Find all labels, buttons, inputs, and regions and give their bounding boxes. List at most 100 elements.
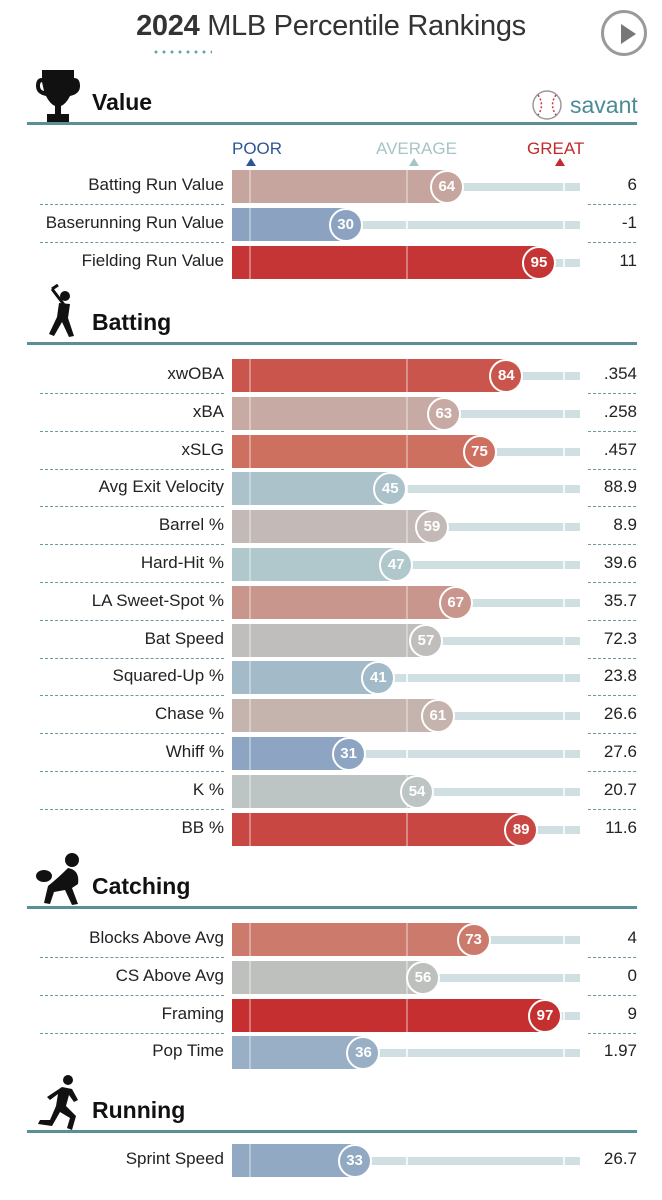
play-icon[interactable] <box>601 10 647 56</box>
percentile-badge: 63 <box>426 396 461 431</box>
metric-value: 72.3 <box>603 628 637 648</box>
track-tick <box>562 447 565 456</box>
metric-row[interactable]: Bat Speed 57 72.3 <box>0 623 662 659</box>
metric-value: 1.97 <box>603 1041 637 1061</box>
metric-row[interactable]: K % 54 20.7 <box>0 774 662 810</box>
bar-guide-line <box>249 1036 252 1070</box>
percentile-bar <box>232 1036 364 1070</box>
row-separator <box>588 957 636 958</box>
metric-row[interactable]: Hard-Hit % 47 39.6 <box>0 547 662 583</box>
metric-value: 8.9 <box>613 515 637 535</box>
track-tick <box>562 674 565 683</box>
section-title-catching: Catching <box>92 873 191 899</box>
title-text: MLB Percentile Rankings <box>207 10 526 42</box>
metric-value: 0 <box>627 965 637 985</box>
metric-value: 4 <box>627 928 637 947</box>
metric-label: Baserunning Run Value <box>45 212 224 232</box>
bar-guide-line <box>249 207 252 241</box>
metric-row[interactable]: Framing 97 9 <box>0 998 662 1034</box>
title-underline-dots <box>152 50 212 54</box>
section-header-batting: Batting <box>0 282 662 346</box>
metric-row[interactable]: Barrel % 59 8.9 <box>0 509 662 546</box>
row-separator <box>588 619 636 621</box>
percentile-bar <box>232 699 438 733</box>
metric-row[interactable]: Chase % 61 26.6 <box>0 698 662 735</box>
track-tick <box>562 523 565 532</box>
metric-value: 11.6 <box>605 817 637 837</box>
track-tick <box>562 1049 565 1058</box>
metric-row[interactable]: Sprint Speed 33 26.7 <box>0 1143 662 1179</box>
metric-value: 88.9 <box>603 477 637 497</box>
title-year: 2024 <box>136 10 200 42</box>
metric-label: Blocks Above Avg <box>89 928 224 947</box>
row-separator <box>40 544 224 546</box>
metric-row[interactable]: BB % 89 11.6 <box>0 812 662 848</box>
row-separator <box>588 430 636 432</box>
bar-guide-line <box>406 396 408 430</box>
track-tick <box>562 1011 565 1020</box>
savant-logo[interactable]: savant <box>530 88 640 122</box>
percentile-badge: 75 <box>462 434 497 469</box>
bar-guide-line <box>249 774 252 808</box>
metric-label: Barrel % <box>158 515 224 535</box>
metric-row[interactable]: CS Above Avg 56 0 <box>0 960 662 996</box>
metric-row[interactable]: Pop Time 36 1.97 <box>0 1035 662 1071</box>
section-title-running: Running <box>92 1097 186 1123</box>
metric-row[interactable]: LA Sweet-Spot % 67 35.7 <box>0 585 662 621</box>
scale-great-arrow <box>555 158 565 166</box>
row-separator <box>588 468 636 470</box>
bar-guide-line <box>249 245 252 279</box>
percentile-bar <box>232 207 346 241</box>
metric-value: 6 <box>627 175 637 194</box>
metric-row[interactable]: Blocks Above Avg 73 4 <box>0 922 662 958</box>
bar-guide-line <box>249 661 252 695</box>
track-tick <box>562 973 565 982</box>
metric-value: .258 <box>603 401 637 421</box>
bar-guide-line <box>406 623 408 657</box>
row-separator <box>588 771 636 772</box>
percentile-bar <box>232 434 480 468</box>
section-header-running: Running <box>0 1070 662 1134</box>
section-header-value: Value <box>0 62 662 126</box>
percentile-bar <box>232 170 447 203</box>
percentile-badge: 61 <box>420 699 455 734</box>
metric-label: xwOBA <box>167 364 224 383</box>
section-divider <box>27 342 637 345</box>
percentile-badge: 36 <box>346 1036 381 1071</box>
metric-row[interactable]: xBA 63 .258 <box>0 396 662 432</box>
bar-guide-line <box>406 510 408 544</box>
scale-average-label: AVERAGE <box>376 139 457 158</box>
section-title-batting: Batting <box>92 309 172 335</box>
row-separator <box>588 506 636 508</box>
percentile-badge: 56 <box>405 960 440 995</box>
percentile-badge: 33 <box>337 1144 372 1178</box>
metric-row[interactable]: xSLG 75 .457 <box>0 434 662 470</box>
metric-label: Squared-Up % <box>112 666 224 686</box>
track-tick <box>562 636 565 645</box>
metric-row[interactable]: Whiff % 31 27.6 <box>0 736 662 772</box>
row-separator <box>588 695 636 697</box>
section-divider <box>27 122 637 125</box>
metric-row[interactable]: Fielding Run Value 95 11 <box>0 245 662 281</box>
bar-guide-line <box>406 812 408 846</box>
metric-row[interactable]: Squared-Up % 41 23.8 <box>0 660 662 697</box>
bar-guide-line <box>249 170 252 203</box>
metric-row[interactable]: Batting Run Value 64 6 <box>0 169 662 205</box>
metric-row[interactable]: xwOBA 84 .354 <box>0 358 662 394</box>
percentile-bar <box>232 737 349 770</box>
track-tick <box>406 220 408 229</box>
metric-row[interactable]: Avg Exit Velocity 45 88.9 <box>0 471 662 508</box>
page-title: 2024 MLB Percentile Rankings <box>0 10 662 43</box>
bar-guide-line <box>249 1144 252 1177</box>
bar-guide-line <box>406 434 408 468</box>
track-tick <box>562 1157 565 1165</box>
track-tick <box>562 598 565 607</box>
catcher-icon <box>32 848 84 910</box>
metric-row[interactable]: Baserunning Run Value 30 -1 <box>0 207 662 243</box>
metric-value: 23.8 <box>603 666 637 686</box>
metric-value: 26.7 <box>603 1149 637 1168</box>
metric-label: Framing <box>161 1003 224 1023</box>
track-tick <box>562 825 565 834</box>
bar-guide-line <box>249 737 252 770</box>
bar-guide-line <box>249 510 252 544</box>
